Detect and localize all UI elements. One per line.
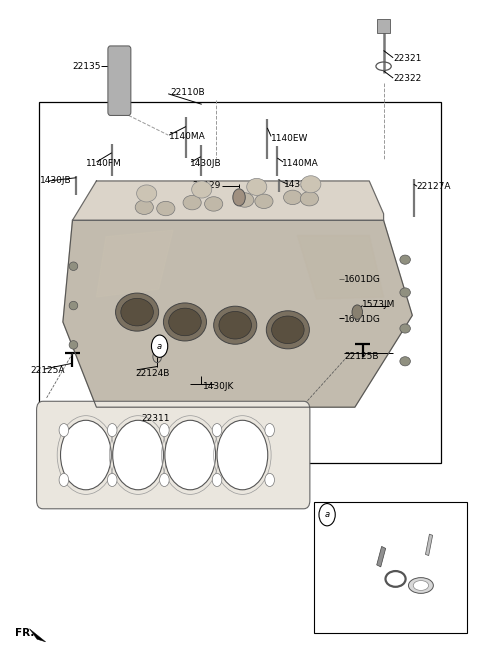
Ellipse shape	[236, 193, 254, 207]
Polygon shape	[96, 230, 173, 297]
Circle shape	[60, 420, 111, 489]
Polygon shape	[63, 220, 412, 407]
Ellipse shape	[168, 308, 201, 336]
Text: 22129: 22129	[192, 181, 221, 190]
Ellipse shape	[301, 175, 321, 193]
Circle shape	[108, 424, 117, 437]
Text: a: a	[324, 510, 330, 519]
Text: 1433CA: 1433CA	[284, 180, 319, 189]
Circle shape	[319, 503, 335, 526]
Ellipse shape	[408, 578, 433, 593]
Ellipse shape	[135, 200, 154, 214]
Polygon shape	[298, 235, 384, 299]
Circle shape	[59, 424, 69, 437]
Text: 1430JB: 1430JB	[190, 159, 221, 168]
Text: 1601DG: 1601DG	[344, 315, 381, 324]
Ellipse shape	[69, 340, 78, 349]
Text: 22321: 22321	[393, 54, 421, 63]
Bar	[377, 19, 390, 34]
Ellipse shape	[266, 311, 310, 349]
Text: 1573JM: 1573JM	[362, 300, 396, 309]
Ellipse shape	[272, 316, 304, 344]
Circle shape	[233, 189, 245, 206]
Polygon shape	[425, 534, 432, 556]
Polygon shape	[72, 181, 384, 220]
Polygon shape	[29, 629, 46, 642]
Ellipse shape	[400, 288, 410, 297]
Ellipse shape	[400, 255, 410, 264]
Circle shape	[159, 474, 169, 486]
Ellipse shape	[204, 196, 223, 211]
Ellipse shape	[413, 581, 429, 591]
Circle shape	[152, 335, 168, 357]
Ellipse shape	[219, 311, 252, 339]
Ellipse shape	[157, 201, 175, 215]
Ellipse shape	[400, 324, 410, 333]
Circle shape	[265, 424, 275, 437]
Circle shape	[113, 420, 163, 489]
Text: 22125B: 22125B	[344, 351, 379, 361]
Circle shape	[159, 424, 169, 437]
Ellipse shape	[137, 185, 157, 202]
Text: 22113A: 22113A	[330, 572, 365, 581]
Text: 1430JK: 1430JK	[203, 382, 234, 391]
Ellipse shape	[192, 181, 212, 198]
Circle shape	[265, 474, 275, 486]
Circle shape	[212, 474, 222, 486]
Ellipse shape	[400, 357, 410, 366]
Circle shape	[59, 474, 69, 486]
Text: 1601DG: 1601DG	[344, 275, 381, 284]
Text: 22135: 22135	[72, 62, 101, 71]
Text: 1430JB: 1430JB	[40, 177, 72, 185]
Text: 1140MA: 1140MA	[169, 132, 206, 141]
Ellipse shape	[247, 178, 267, 195]
Ellipse shape	[255, 194, 273, 208]
Ellipse shape	[69, 302, 78, 310]
FancyBboxPatch shape	[108, 46, 131, 116]
Bar	[314, 502, 468, 633]
Ellipse shape	[116, 293, 158, 331]
Ellipse shape	[163, 303, 206, 341]
Circle shape	[165, 420, 216, 489]
Text: 1140MA: 1140MA	[282, 159, 319, 168]
Bar	[39, 102, 441, 463]
FancyBboxPatch shape	[36, 401, 310, 509]
Polygon shape	[377, 547, 385, 567]
Circle shape	[217, 420, 268, 489]
Text: 1140EW: 1140EW	[271, 134, 309, 143]
Ellipse shape	[284, 190, 302, 204]
Text: 22114A: 22114A	[402, 535, 436, 544]
Text: 22112A: 22112A	[372, 593, 406, 602]
Ellipse shape	[69, 262, 78, 271]
Text: 22127A: 22127A	[416, 183, 451, 191]
Text: 22114A: 22114A	[338, 552, 373, 561]
Circle shape	[108, 474, 117, 486]
Text: FR.: FR.	[15, 627, 35, 638]
Text: 22124B: 22124B	[136, 369, 170, 378]
Ellipse shape	[214, 306, 257, 344]
Text: 22125A: 22125A	[30, 366, 65, 375]
Text: 22311: 22311	[141, 415, 169, 424]
Text: 22322: 22322	[393, 74, 421, 83]
Circle shape	[212, 424, 222, 437]
Ellipse shape	[300, 191, 319, 206]
Text: 22110B: 22110B	[170, 88, 205, 97]
Circle shape	[352, 305, 362, 319]
Text: a: a	[157, 342, 162, 351]
Text: 1140FM: 1140FM	[86, 159, 121, 168]
Ellipse shape	[183, 195, 201, 210]
Ellipse shape	[121, 298, 154, 326]
